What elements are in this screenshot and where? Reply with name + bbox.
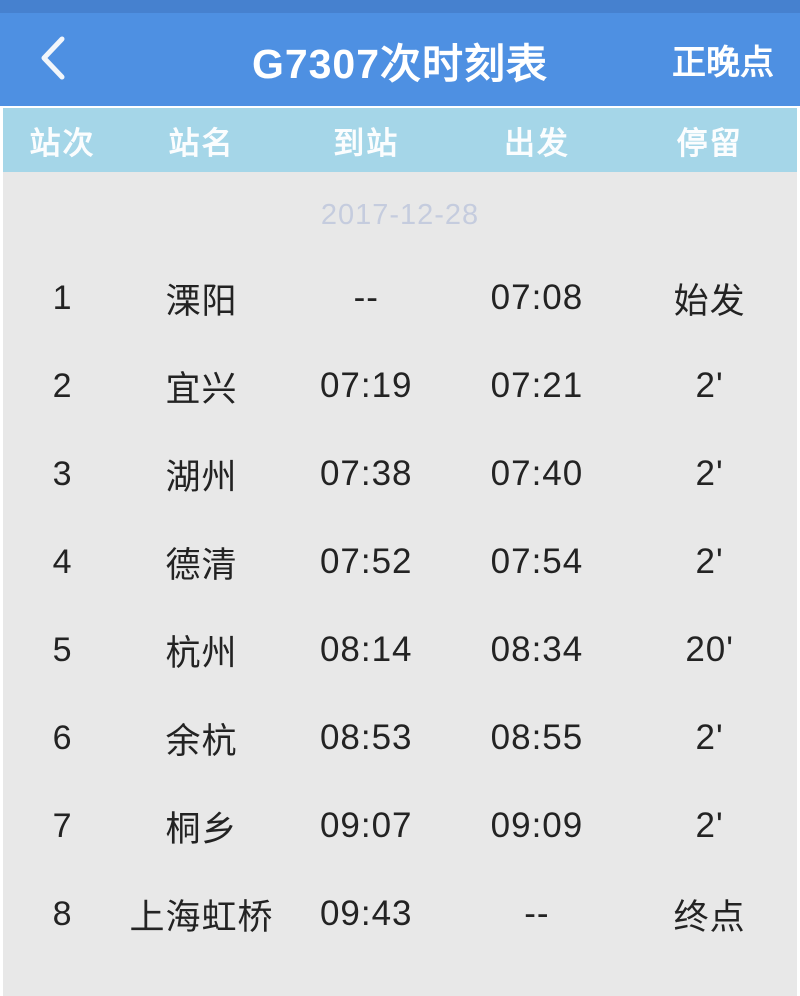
cell-departure-time: 08:55 — [490, 718, 584, 757]
cell-station-name: 溧阳 — [165, 281, 238, 321]
cell-stop-duration: 20' — [685, 630, 734, 669]
cell-station-number: 8 — [52, 894, 73, 933]
column-header-arrival: 到站 — [333, 125, 400, 161]
cell-stop-duration: 2' — [695, 806, 724, 845]
service-date: 2017-12-28 — [320, 199, 480, 231]
column-header-station-number: 站次 — [29, 125, 96, 161]
cell-station-number: 1 — [52, 278, 73, 317]
cell-departure-time: 08:34 — [490, 630, 584, 669]
cell-departure-time: 09:09 — [490, 806, 584, 845]
cell-stop-duration: 始发 — [673, 281, 746, 321]
cell-station-name: 余杭 — [165, 721, 238, 761]
table-row[interactable]: 4 德清 07:52 07:54 2' — [3, 518, 797, 606]
cell-arrival-time: 09:07 — [319, 806, 413, 845]
punctuality-status-button[interactable]: 正晚点 — [672, 13, 774, 106]
cell-station-number: 4 — [52, 542, 73, 581]
cell-stop-duration: 终点 — [673, 897, 746, 937]
table-row[interactable]: 1 溧阳 -- 07:08 始发 — [3, 254, 797, 342]
cell-station-name: 杭州 — [165, 633, 238, 673]
timetable-rows: 1 溧阳 -- 07:08 始发 2 宜兴 07:19 07:21 2' 3 湖… — [3, 254, 797, 958]
cell-departure-time: 07:21 — [490, 366, 584, 405]
cell-arrival-time: 08:14 — [319, 630, 413, 669]
table-row[interactable]: 8 上海虹桥 09:43 -- 终点 — [3, 870, 797, 958]
cell-station-number: 2 — [52, 366, 73, 405]
table-row[interactable]: 3 湖州 07:38 07:40 2' — [3, 430, 797, 518]
cell-arrival-time: 07:52 — [319, 542, 413, 581]
cell-station-number: 5 — [52, 630, 73, 669]
table-column-header: 站次 站名 到站 出发 停留 — [3, 108, 797, 172]
cell-stop-duration: 2' — [695, 454, 724, 493]
cell-stop-duration: 2' — [695, 542, 724, 581]
cell-stop-duration: 2' — [695, 718, 724, 757]
table-row[interactable]: 6 余杭 08:53 08:55 2' — [3, 694, 797, 782]
column-header-departure: 出发 — [503, 125, 570, 161]
cell-departure-time: 07:08 — [490, 278, 584, 317]
cell-station-name: 上海虹桥 — [129, 897, 274, 937]
cell-station-name: 桐乡 — [165, 809, 238, 849]
chevron-left-icon — [39, 34, 67, 85]
cell-station-number: 6 — [52, 718, 73, 757]
cell-station-name: 宜兴 — [165, 369, 238, 409]
cell-departure-time: 07:40 — [490, 454, 584, 493]
table-row[interactable]: 5 杭州 08:14 08:34 20' — [3, 606, 797, 694]
cell-arrival-time: 07:19 — [319, 366, 413, 405]
timetable-body: 2017-12-28 1 溧阳 -- 07:08 始发 2 宜兴 07:19 0… — [3, 172, 797, 996]
column-header-stop-duration: 停留 — [676, 125, 743, 161]
cell-arrival-time: 09:43 — [319, 894, 413, 933]
cell-station-name: 湖州 — [165, 457, 238, 497]
cell-arrival-time: 07:38 — [319, 454, 413, 493]
column-header-station-name: 站名 — [168, 125, 235, 161]
cell-station-number: 3 — [52, 454, 73, 493]
page-title: G7307次时刻表 — [251, 40, 549, 87]
app-header: G7307次时刻表 正晚点 — [0, 0, 800, 106]
cell-departure-time: -- — [524, 894, 550, 933]
cell-departure-time: 07:54 — [490, 542, 584, 581]
table-row[interactable]: 7 桐乡 09:07 09:09 2' — [3, 782, 797, 870]
cell-arrival-time: -- — [353, 278, 379, 317]
table-row[interactable]: 2 宜兴 07:19 07:21 2' — [3, 342, 797, 430]
cell-stop-duration: 2' — [695, 366, 724, 405]
cell-station-name: 德清 — [165, 545, 238, 585]
app-header-inner: G7307次时刻表 正晚点 — [0, 13, 800, 106]
back-button[interactable] — [18, 13, 88, 106]
cell-station-number: 7 — [52, 806, 73, 845]
cell-arrival-time: 08:53 — [319, 718, 413, 757]
